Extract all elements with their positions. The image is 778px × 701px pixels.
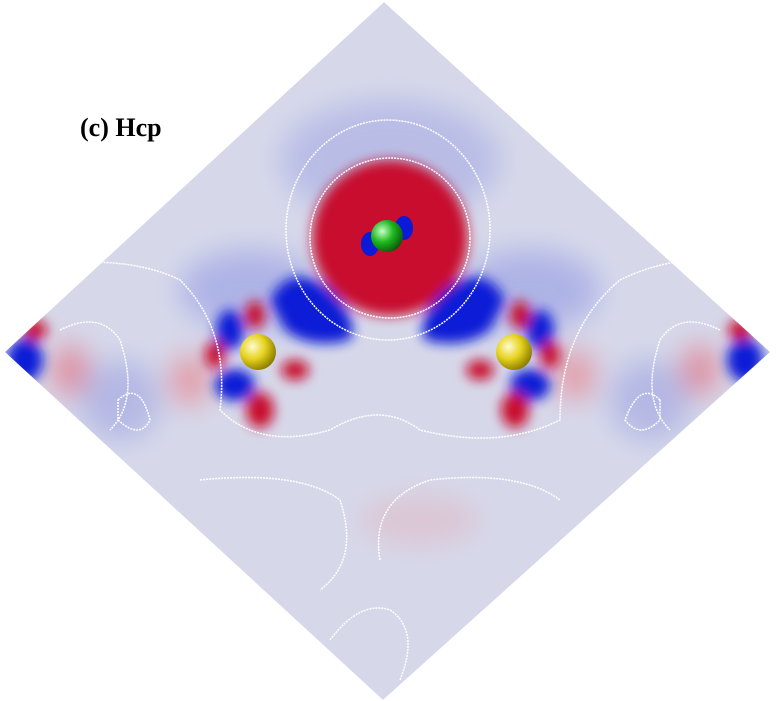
panel-label: (c) Hcp xyxy=(80,113,162,142)
figure: (c) Hcp xyxy=(0,0,778,701)
density-map xyxy=(5,2,770,700)
atom-yellow xyxy=(240,334,276,370)
atom-yellow xyxy=(496,334,532,370)
atom-green xyxy=(371,220,403,252)
page: {"panel": {"label": "(c) Hcp"}} xyxy=(0,0,778,701)
